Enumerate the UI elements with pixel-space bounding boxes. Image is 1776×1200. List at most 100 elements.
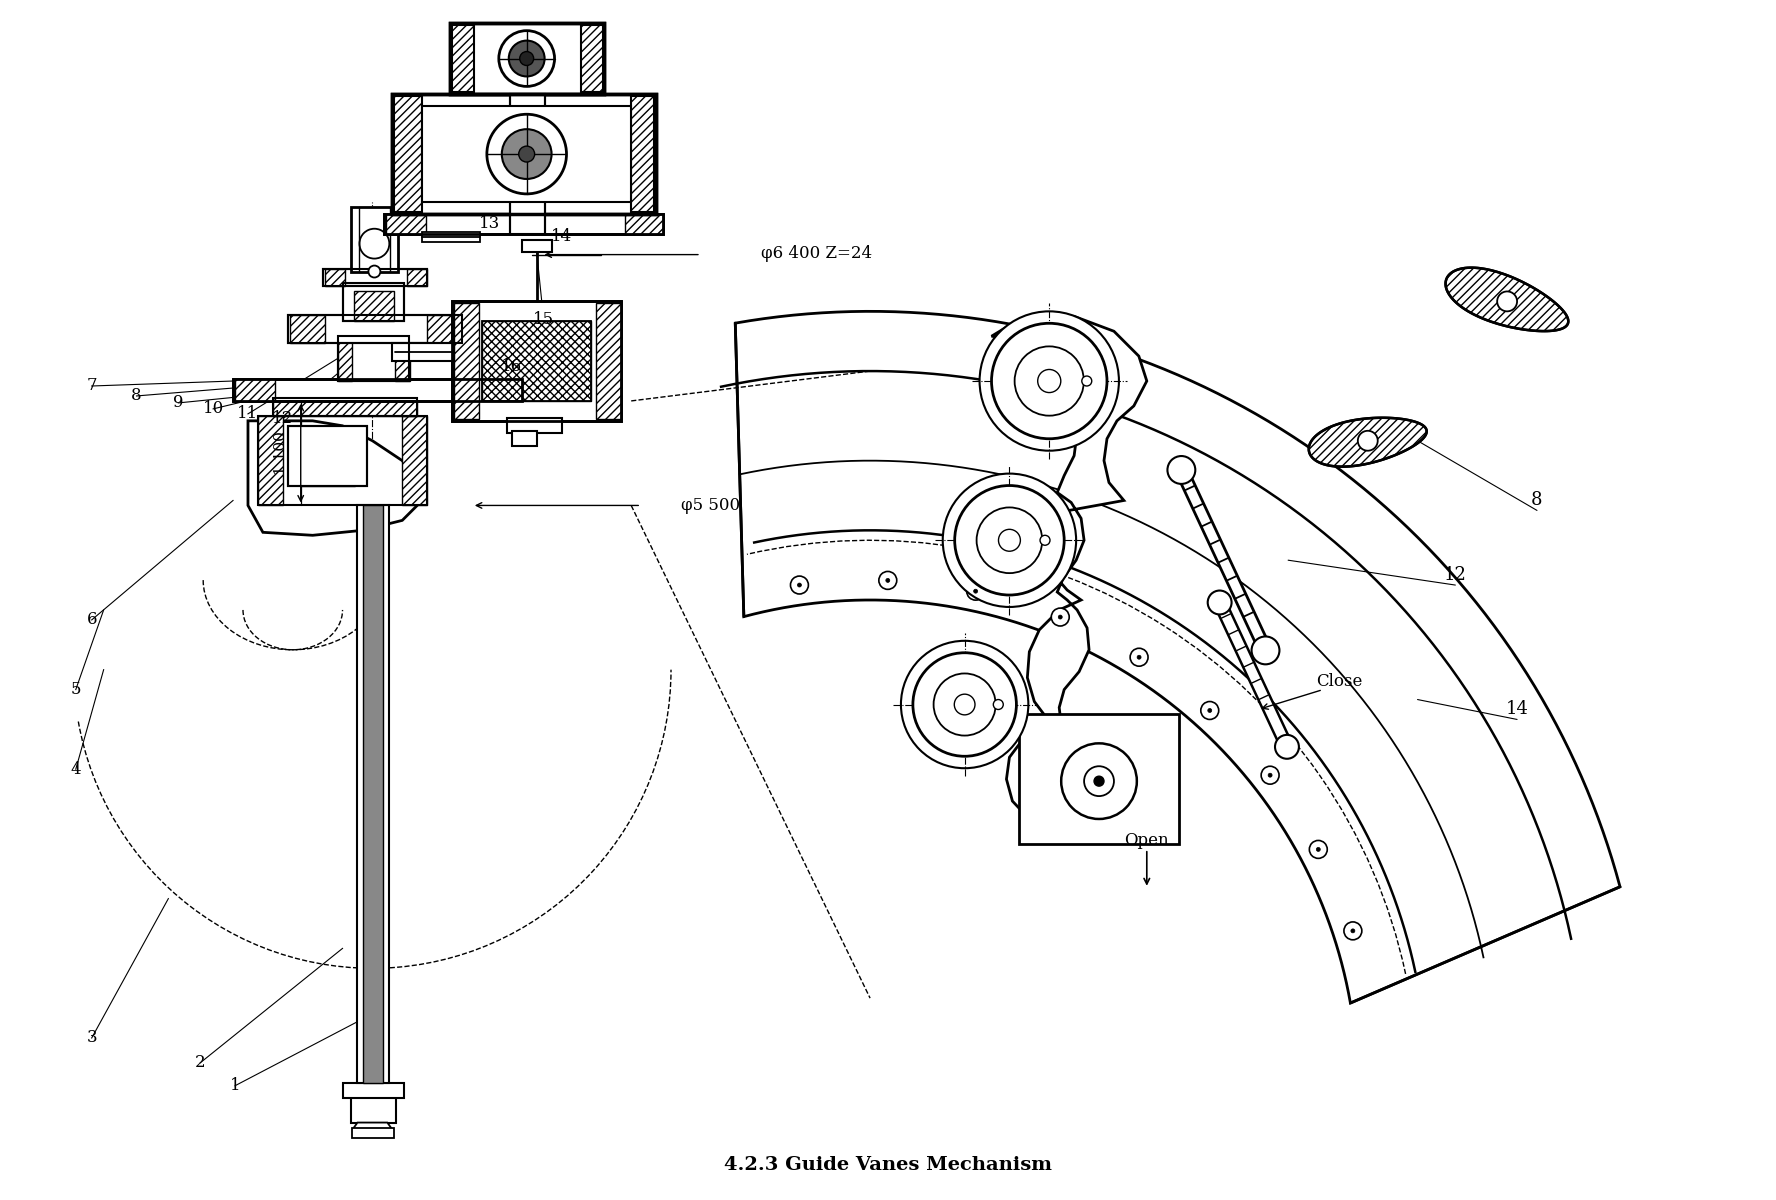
Text: 12: 12: [272, 410, 293, 427]
Polygon shape: [1176, 468, 1272, 653]
Bar: [289, 316, 325, 343]
Text: 4.2.3 Guide Vanes Mechanism: 4.2.3 Guide Vanes Mechanism: [725, 1157, 1051, 1175]
Bar: [1019, 714, 1179, 844]
Bar: [392, 95, 655, 214]
Circle shape: [1316, 847, 1320, 852]
Circle shape: [1309, 840, 1327, 858]
Circle shape: [1275, 734, 1298, 758]
Text: 10: 10: [202, 401, 224, 418]
Text: 12: 12: [1444, 566, 1467, 584]
Bar: [233, 379, 522, 401]
Circle shape: [1082, 376, 1092, 386]
Bar: [394, 96, 423, 212]
Bar: [337, 336, 408, 382]
Bar: [352, 1128, 394, 1138]
Bar: [384, 214, 662, 234]
Bar: [355, 292, 394, 322]
Bar: [337, 336, 408, 382]
Bar: [343, 283, 405, 322]
Circle shape: [879, 571, 897, 589]
Bar: [511, 431, 536, 445]
Circle shape: [1014, 347, 1083, 415]
Bar: [343, 283, 405, 322]
Polygon shape: [991, 317, 1147, 827]
Bar: [274, 398, 417, 416]
Circle shape: [1137, 655, 1142, 659]
Bar: [481, 322, 591, 401]
Bar: [350, 1093, 396, 1122]
Bar: [274, 398, 417, 416]
Text: 11: 11: [238, 406, 259, 422]
Bar: [597, 304, 622, 419]
Circle shape: [977, 508, 1043, 574]
Circle shape: [1359, 431, 1378, 451]
Text: 14: 14: [551, 228, 572, 245]
Bar: [387, 214, 426, 234]
Polygon shape: [1215, 600, 1293, 749]
Bar: [357, 505, 389, 1082]
Circle shape: [368, 265, 380, 277]
Text: 7: 7: [87, 378, 98, 395]
Bar: [630, 96, 654, 212]
Text: 6: 6: [87, 612, 98, 629]
Circle shape: [955, 486, 1064, 595]
Bar: [396, 336, 410, 382]
Circle shape: [520, 52, 533, 66]
Circle shape: [1083, 767, 1114, 796]
Bar: [401, 416, 428, 505]
Bar: [423, 107, 630, 202]
Circle shape: [1041, 535, 1050, 545]
Text: 15: 15: [533, 311, 554, 328]
Bar: [364, 505, 384, 1082]
Circle shape: [1352, 929, 1355, 932]
Circle shape: [1252, 636, 1279, 665]
Bar: [288, 316, 462, 343]
Bar: [384, 214, 662, 234]
Circle shape: [1037, 370, 1060, 392]
Circle shape: [1208, 590, 1231, 614]
Circle shape: [980, 311, 1119, 451]
Circle shape: [503, 130, 552, 179]
Bar: [325, 269, 345, 287]
Bar: [337, 336, 352, 382]
Bar: [234, 379, 275, 401]
Circle shape: [954, 694, 975, 715]
Circle shape: [797, 583, 801, 587]
Bar: [392, 95, 655, 214]
Text: 13: 13: [480, 215, 501, 233]
Text: 16: 16: [501, 358, 522, 374]
Bar: [423, 232, 480, 241]
Circle shape: [1167, 456, 1195, 484]
Polygon shape: [249, 421, 417, 535]
Circle shape: [790, 576, 808, 594]
Bar: [288, 426, 368, 486]
Text: φ6 400 Z=24: φ6 400 Z=24: [760, 245, 872, 262]
Bar: [407, 269, 428, 287]
Text: Close: Close: [1316, 673, 1362, 690]
Bar: [480, 379, 520, 401]
Bar: [522, 240, 552, 252]
Text: 9: 9: [172, 395, 183, 412]
Text: 2: 2: [195, 1055, 206, 1072]
Text: 4: 4: [71, 761, 82, 778]
Bar: [323, 269, 428, 287]
Bar: [233, 379, 522, 401]
Text: 8: 8: [131, 388, 142, 404]
Text: 8: 8: [1531, 492, 1543, 510]
Bar: [392, 343, 455, 361]
Bar: [506, 418, 561, 433]
Text: 5: 5: [71, 682, 82, 698]
Bar: [258, 416, 428, 505]
Circle shape: [943, 474, 1076, 607]
Circle shape: [1208, 708, 1211, 713]
Circle shape: [993, 700, 1003, 709]
Bar: [453, 301, 622, 421]
Circle shape: [499, 31, 554, 86]
Circle shape: [1497, 292, 1517, 311]
Circle shape: [934, 673, 996, 736]
Circle shape: [998, 529, 1021, 551]
Circle shape: [900, 641, 1028, 768]
Bar: [481, 322, 591, 401]
Polygon shape: [735, 311, 1620, 1003]
Circle shape: [1344, 922, 1362, 940]
